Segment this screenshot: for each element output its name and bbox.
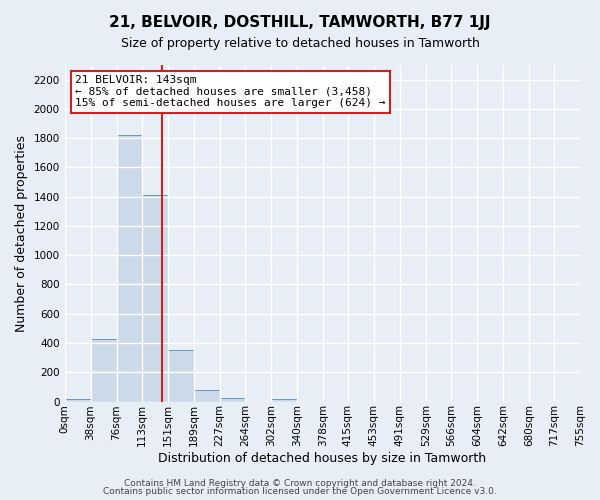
Text: Contains public sector information licensed under the Open Government Licence v3: Contains public sector information licen… [103, 487, 497, 496]
Bar [116, 135, 142, 402]
Bar [65, 398, 91, 402]
Bar [142, 195, 168, 402]
Text: Size of property relative to detached houses in Tamworth: Size of property relative to detached ho… [121, 38, 479, 51]
Bar [271, 398, 297, 402]
Text: Contains HM Land Registry data © Crown copyright and database right 2024.: Contains HM Land Registry data © Crown c… [124, 478, 476, 488]
Bar [168, 350, 194, 402]
Bar [91, 338, 116, 402]
X-axis label: Distribution of detached houses by size in Tamworth: Distribution of detached houses by size … [158, 452, 487, 465]
Bar [220, 398, 245, 402]
Text: 21 BELVOIR: 143sqm
← 85% of detached houses are smaller (3,458)
15% of semi-deta: 21 BELVOIR: 143sqm ← 85% of detached hou… [75, 75, 385, 108]
Text: 21, BELVOIR, DOSTHILL, TAMWORTH, B77 1JJ: 21, BELVOIR, DOSTHILL, TAMWORTH, B77 1JJ [109, 15, 491, 30]
Bar [194, 390, 220, 402]
Y-axis label: Number of detached properties: Number of detached properties [15, 135, 28, 332]
